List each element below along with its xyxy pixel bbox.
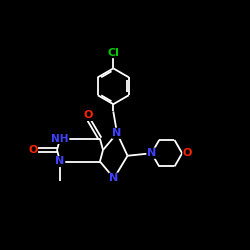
Text: O: O <box>183 148 192 158</box>
Text: O: O <box>83 110 92 120</box>
Text: N: N <box>56 156 65 166</box>
Text: N: N <box>112 128 122 138</box>
Text: Cl: Cl <box>107 48 119 58</box>
Text: N: N <box>147 148 156 158</box>
Text: N: N <box>109 173 118 183</box>
Text: O: O <box>28 145 38 155</box>
Text: NH: NH <box>51 134 69 143</box>
